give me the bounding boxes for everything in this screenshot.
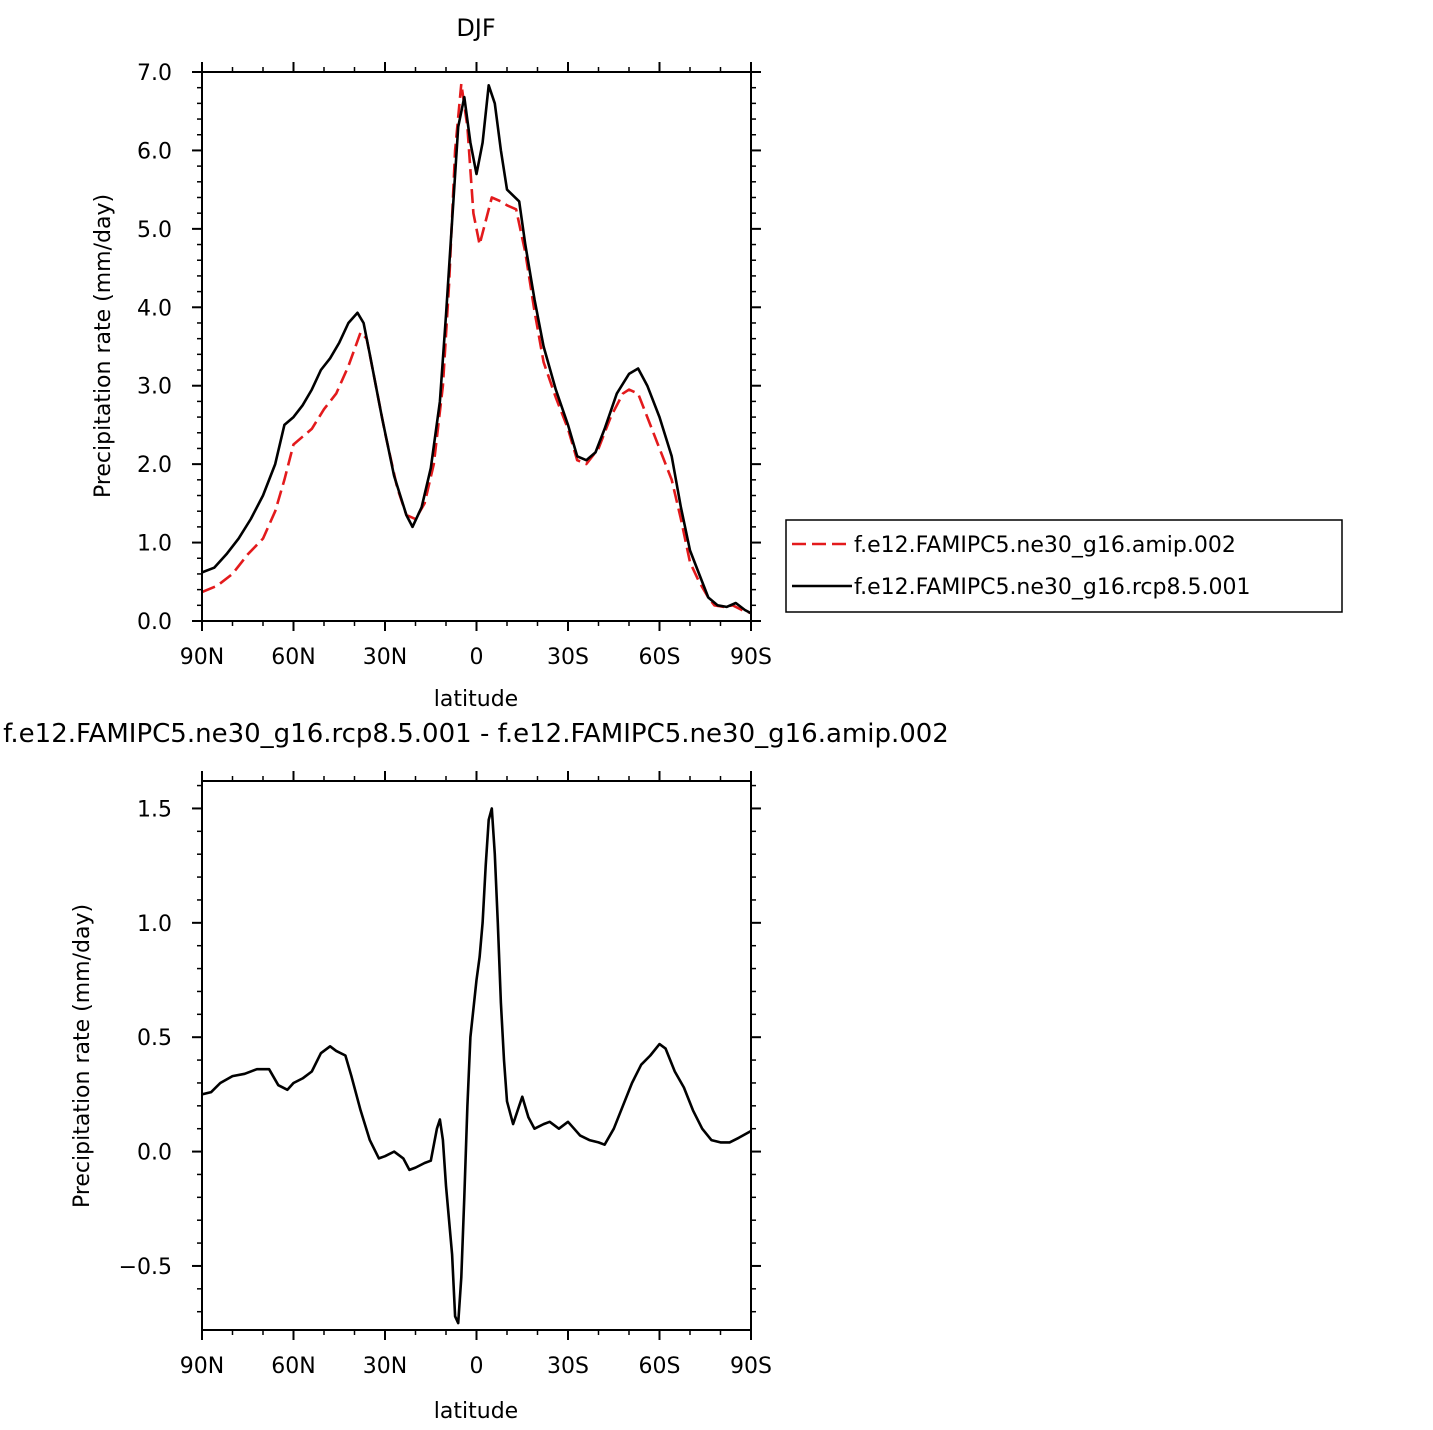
legend: f.e12.FAMIPC5.ne30_g16.amip.002 f.e12.FA…	[785, 519, 1343, 613]
top-plot-frame	[201, 71, 752, 622]
bottom-x-tick-label: 30N	[363, 1354, 407, 1379]
bottom-x-tick-label: 0	[470, 1354, 484, 1379]
top-y-tick-label: 7.0	[137, 61, 172, 86]
top-x-tick-label: 90N	[180, 645, 224, 670]
bottom-y-tick-label: 1.5	[137, 797, 172, 822]
bottom-series-line-0	[202, 807, 751, 1325]
top-axes: 90N 60N 30N 0 30S 60S 90S 0.0 1.0 2.0 3.0 4.0 5.0 6.0…	[137, 61, 772, 670]
bottom-series-marks	[202, 807, 751, 1325]
bottom-x-axis-label: latitude	[434, 1399, 518, 1424]
top-panel: DJF 90N 60N 30N 0 30S 60S 90S 0.0 1.0 2.0 3.0 4.0 5.…	[91, 14, 1343, 712]
top-series-line-0	[202, 82, 751, 615]
bottom-x-tick-label: 90N	[180, 1354, 224, 1379]
legend-label-rcp85: f.e12.FAMIPC5.ne30_g16.rcp8.5.001	[854, 575, 1250, 600]
top-y-tick-label: 1.0	[137, 532, 172, 557]
bottom-panel: f.e12.FAMIPC5.ne30_g16.rcp8.5.001 - f.e1…	[3, 719, 949, 1424]
bottom-x-tick-label: 90S	[730, 1354, 772, 1379]
top-y-tick-label: 6.0	[137, 139, 172, 164]
top-series-marks	[202, 82, 751, 615]
top-y-axis-label: Precipitation rate (mm/day)	[91, 194, 116, 498]
bottom-y-tick-label: 0.0	[137, 1141, 172, 1166]
top-x-tick-label: 0	[470, 645, 484, 670]
top-series-line-1	[202, 84, 751, 615]
bottom-y-tick-label: 0.5	[137, 1026, 172, 1051]
top-x-tick-label: 60N	[271, 645, 315, 670]
top-x-tick-label: 30S	[547, 645, 589, 670]
legend-box	[785, 519, 1343, 613]
top-x-axis-label: latitude	[434, 687, 518, 712]
legend-label-amip: f.e12.FAMIPC5.ne30_g16.amip.002	[854, 533, 1236, 558]
bottom-y-tick-label: −0.5	[119, 1255, 172, 1280]
top-y-tick-label: 2.0	[137, 453, 172, 478]
top-x-tick-label: 30N	[363, 645, 407, 670]
bottom-y-tick-label: 1.0	[137, 912, 172, 937]
bottom-x-tick-label: 60N	[271, 1354, 315, 1379]
top-title: DJF	[456, 14, 495, 42]
top-x-tick-label: 60S	[639, 645, 681, 670]
bottom-axes: 90N 60N 30N 0 30S 60S 90S −0.5 0.0 0.5 1.0 1.5	[119, 771, 772, 1379]
bottom-y-axis-label: Precipitation rate (mm/day)	[70, 904, 95, 1208]
top-y-tick-label: 3.0	[137, 375, 172, 400]
bottom-x-tick-label: 30S	[547, 1354, 589, 1379]
bottom-title: f.e12.FAMIPC5.ne30_g16.rcp8.5.001 - f.e1…	[3, 719, 949, 749]
top-y-tick-label: 4.0	[137, 296, 172, 321]
top-y-tick-label: 5.0	[137, 218, 172, 243]
bottom-x-tick-label: 60S	[639, 1354, 681, 1379]
top-x-tick-label: 90S	[730, 645, 772, 670]
top-y-tick-label: 0.0	[137, 610, 172, 635]
